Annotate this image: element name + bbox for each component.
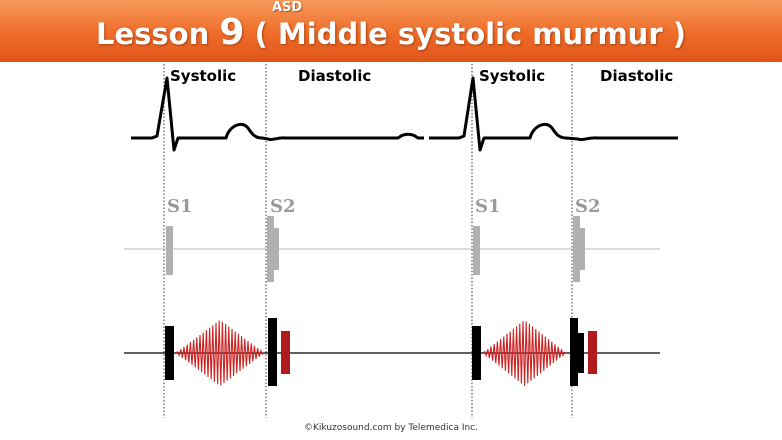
s1-label-2: S1 (475, 196, 501, 217)
systolic-label-1: Systolic (170, 67, 237, 85)
murmur-waveform-1 (175, 320, 265, 386)
murmur-waveform-2 (482, 321, 566, 386)
reference-s1-bar-1 (166, 226, 173, 275)
title-banner (0, 0, 782, 62)
systolic-label-2: Systolic (479, 67, 546, 85)
reference-s2-bar-1 (267, 216, 279, 282)
copyright-notice: ©Kikuzosound.com by Telemedica Inc. (304, 423, 478, 433)
diastolic-label-1: Diastolic (298, 67, 372, 85)
lesson-title: Lesson 9 ( Middle systolic murmur ) (0, 12, 782, 53)
pcg-s2-pulmonic-bar-2 (588, 331, 597, 374)
pcg-s2-aortic-bar-2 (570, 318, 584, 386)
reference-s1-bar-2 (473, 226, 480, 275)
lesson-subtitle: ASD (272, 0, 303, 15)
ecg-waveform-2 (429, 76, 678, 152)
s2-label-1: S2 (270, 196, 296, 217)
diastolic-label-2: Diastolic (600, 67, 674, 85)
s1-label-1: S1 (167, 196, 193, 217)
pcg-s2-aortic-bar-1 (268, 318, 277, 386)
pcg-s2-pulmonic-bar-1 (281, 331, 290, 374)
lesson-number: 9 (219, 12, 245, 53)
ecg-waveform-1 (131, 76, 424, 152)
pcg-s1-bar-1 (165, 326, 174, 380)
pcg-s1-bar-2 (472, 326, 481, 380)
lesson-word: Lesson (96, 17, 210, 51)
reference-s2-bar-2 (573, 216, 585, 282)
lesson-topic: ( Middle systolic murmur ) (254, 17, 686, 51)
s2-label-2: S2 (575, 196, 601, 217)
